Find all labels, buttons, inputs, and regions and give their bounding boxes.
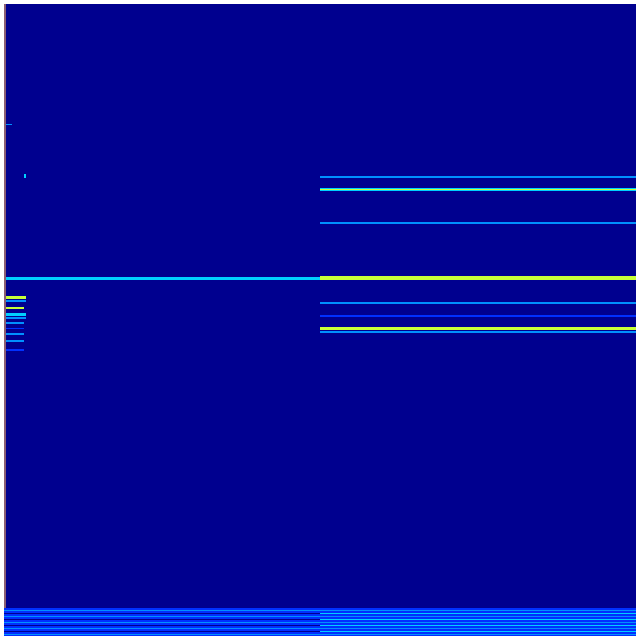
heatmap-band bbox=[320, 628, 636, 629]
heatmap-band bbox=[24, 174, 26, 178]
heatmap-band bbox=[320, 622, 636, 623]
heatmap-band bbox=[4, 613, 320, 614]
heatmap-band bbox=[320, 327, 636, 330]
heatmap-band bbox=[320, 189, 636, 190]
heatmap-band bbox=[6, 340, 24, 342]
heatmap-band bbox=[6, 317, 26, 319]
heatmap-band bbox=[320, 616, 636, 617]
heatmap-band bbox=[320, 222, 636, 224]
heatmap-band bbox=[4, 619, 320, 620]
heatmap-band bbox=[320, 610, 636, 611]
heatmap-band bbox=[6, 333, 24, 335]
heatmap-band bbox=[4, 616, 320, 617]
heatmap-band bbox=[4, 628, 320, 629]
left-edge-line bbox=[4, 4, 6, 636]
heatmap-band bbox=[6, 124, 12, 125]
heatmap-band bbox=[6, 300, 26, 302]
heatmap-band bbox=[4, 631, 320, 632]
heatmap-band bbox=[4, 625, 320, 626]
heatmap-band bbox=[6, 296, 26, 299]
heatmap-band bbox=[6, 277, 320, 280]
heatmap-band bbox=[320, 619, 636, 620]
heatmap-band bbox=[320, 625, 636, 626]
heatmap-band bbox=[4, 610, 320, 611]
heatmap-band bbox=[320, 276, 636, 280]
heatmap-band bbox=[6, 328, 24, 329]
heatmap-band bbox=[6, 349, 24, 351]
heatmap-band bbox=[320, 315, 636, 317]
heatmap-band bbox=[6, 313, 26, 316]
heatmap-band bbox=[6, 322, 24, 324]
heatmap-band bbox=[320, 613, 636, 614]
heatmap-band bbox=[320, 176, 636, 178]
heatmap-band bbox=[4, 622, 320, 623]
spectrogram-heatmap bbox=[4, 4, 636, 636]
heatmap-band bbox=[320, 302, 636, 304]
heatmap-band bbox=[320, 331, 636, 333]
heatmap-band bbox=[4, 634, 320, 635]
heatmap-band bbox=[6, 307, 24, 309]
heatmap-band bbox=[320, 634, 636, 635]
heatmap-band bbox=[320, 631, 636, 632]
